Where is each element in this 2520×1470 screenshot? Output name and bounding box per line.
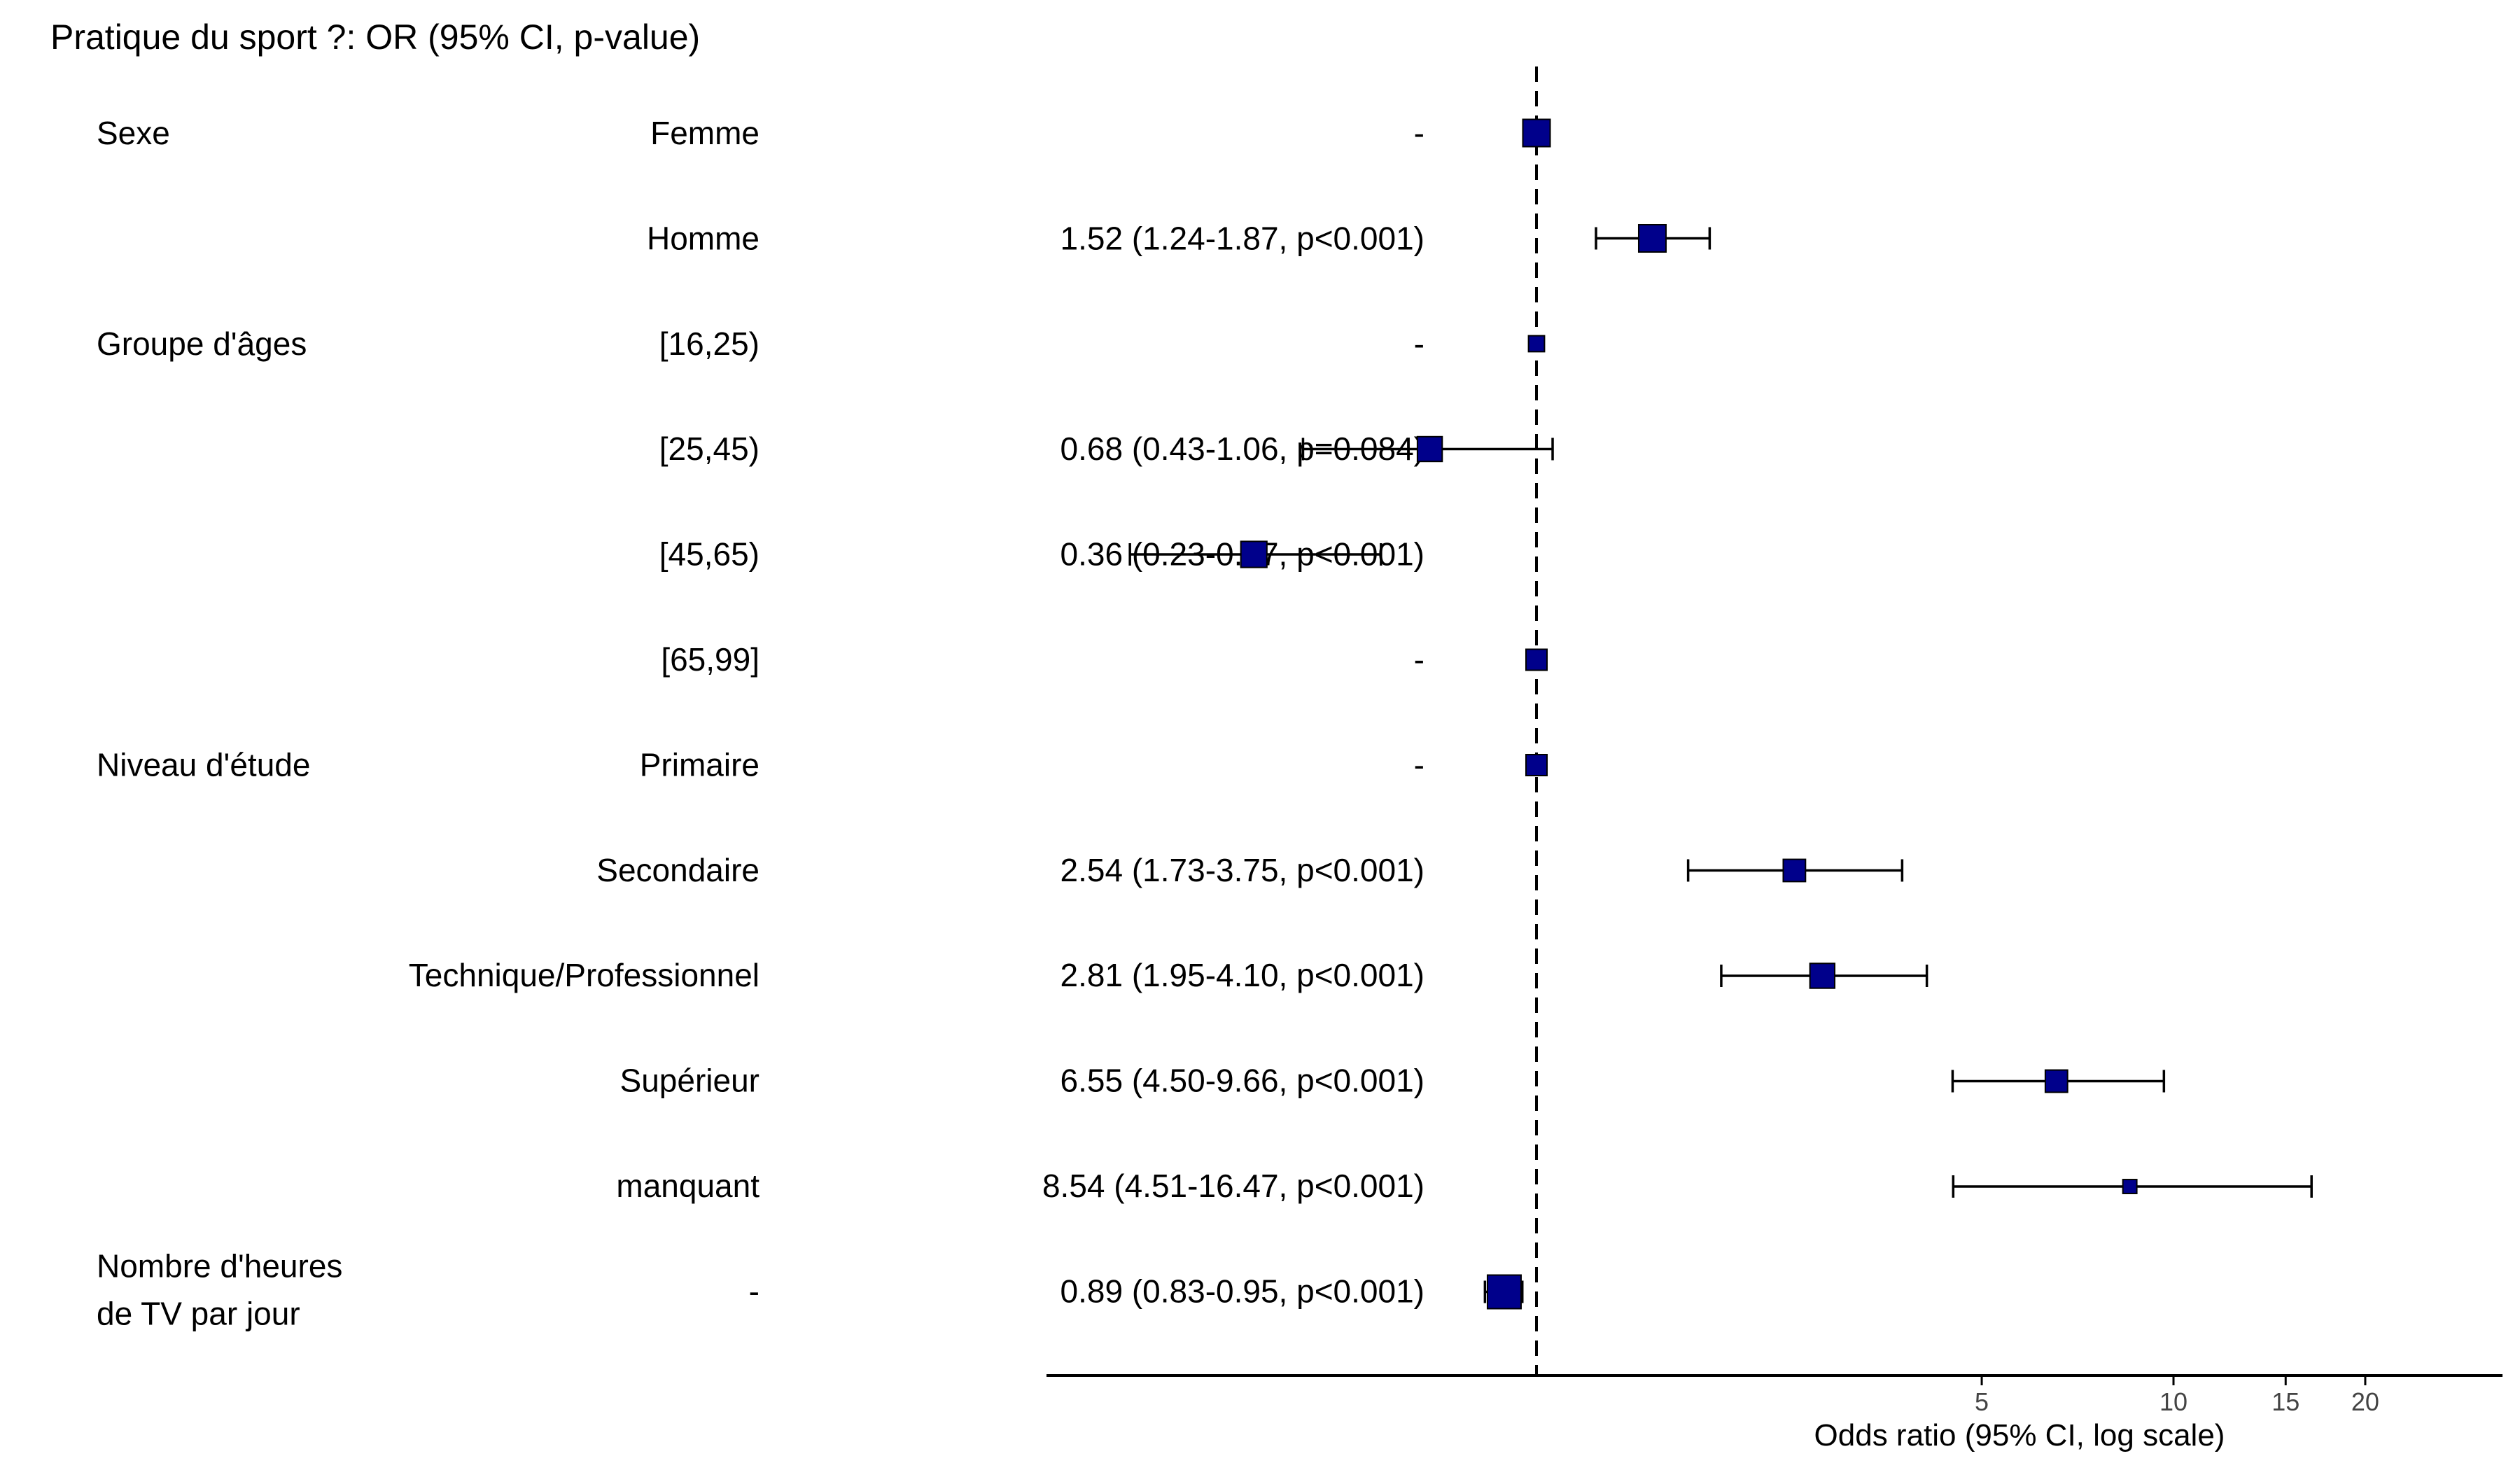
row-or-label: -: [1414, 115, 1424, 151]
chart-title: Pratique du sport ?: OR (95% CI, p-value…: [50, 18, 700, 57]
x-axis-label: Odds ratio (95% CI, log scale): [1814, 1418, 2225, 1452]
row-or-label: 2.54 (1.73-3.75, p<0.001): [1060, 852, 1424, 888]
row-or-label: 6.55 (4.50-9.66, p<0.001): [1060, 1063, 1424, 1099]
x-tick-label: 5: [1975, 1387, 1989, 1416]
row-level: Femme: [650, 115, 760, 151]
row-level: Technique/Professionnel: [409, 957, 760, 993]
point-estimate: [1527, 335, 1546, 353]
point-estimate: [1416, 435, 1443, 463]
row-level: [65,99]: [661, 641, 760, 678]
row-or-label: 0.89 (0.83-0.95, p<0.001): [1060, 1273, 1424, 1309]
row-or-label: 8.54 (4.51-16.47, p<0.001): [1042, 1168, 1424, 1204]
row-or-label: 1.52 (1.24-1.87, p<0.001): [1060, 220, 1424, 256]
point-estimate: [1486, 1274, 1522, 1310]
row-level: [45,65): [659, 536, 760, 573]
point-estimate: [2122, 1179, 2138, 1194]
row-or-label: -: [1414, 746, 1424, 783]
x-axis: 5 10 15 20: [1046, 1374, 2502, 1416]
plot-area: [1128, 66, 2313, 1376]
row-level: [25,45): [659, 430, 760, 467]
x-tick-label: 10: [2160, 1387, 2188, 1416]
point-estimate: [1240, 540, 1268, 568]
row-or-label: -: [1414, 326, 1424, 362]
point-estimate: [1637, 224, 1667, 253]
row-or-label: 2.81 (1.95-4.10, p<0.001): [1060, 957, 1424, 993]
row-variable: Nombre d'heures: [97, 1247, 342, 1284]
row-variable: de TV par jour: [97, 1295, 300, 1331]
row-level: [16,25): [659, 326, 760, 362]
x-tick-label: 20: [2351, 1387, 2379, 1416]
row-level: Secondaire: [596, 852, 760, 888]
point-estimate: [2044, 1069, 2068, 1093]
row-or-label: -: [1414, 641, 1424, 678]
point-estimate: [1525, 754, 1548, 776]
row-level: Homme: [647, 220, 760, 256]
row-variable: Sexe: [97, 115, 170, 151]
row-variable: Niveau d'étude: [97, 746, 310, 783]
row-level: -: [749, 1273, 760, 1309]
row-level: Primaire: [640, 746, 760, 783]
row-variable: Groupe d'âges: [97, 326, 307, 362]
point-estimate: [1525, 648, 1548, 671]
x-tick-label: 15: [2272, 1387, 2300, 1416]
table-rows: Sexe Femme - Homme 1.52 (1.24-1.87, p<0.001)…: [97, 115, 1424, 1331]
point-estimate: [1809, 962, 1836, 989]
point-estimate: [1522, 118, 1551, 148]
point-estimate: [1782, 858, 1807, 883]
row-level: manquant: [616, 1168, 760, 1204]
row-level: Supérieur: [620, 1063, 760, 1099]
